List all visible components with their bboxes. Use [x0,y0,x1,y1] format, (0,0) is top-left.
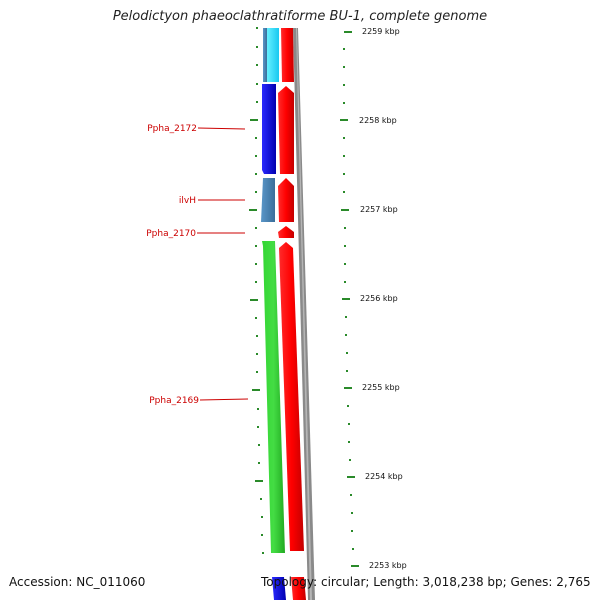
forward-strand-track [278,28,306,600]
scale-label: 2253 kbp [369,561,407,570]
scale-labels: 2259 kbp 2258 kbp 2257 kbp 2256 kbp 2255… [359,27,407,570]
cds-reverse-cyan[interactable] [267,28,279,82]
cds-reverse-green-Ppha_2169[interactable] [262,241,285,553]
cds-reverse-steel-ilvH[interactable] [261,178,275,222]
cds-forward-Ppha_2172[interactable] [278,86,294,174]
scale-label: 2258 kbp [359,116,397,125]
left-tick-marks [249,27,264,554]
gene-labels: Ppha_2172 ilvH Ppha_2170 Ppha_2169 [146,124,249,406]
cds-forward-ilvH[interactable] [278,178,294,222]
accession-text: Accession: NC_011060 [9,575,146,589]
gene-label-Ppha_2169[interactable]: Ppha_2169 [149,396,199,406]
scale-label: 2259 kbp [362,27,400,36]
scale-label: 2255 kbp [362,383,400,392]
scale-label: 2256 kbp [360,294,398,303]
map-title: Pelodictyon phaeoclathratiforme BU-1, co… [112,9,488,24]
cds-reverse-blue-bottom[interactable] [272,577,286,600]
scale-label: 2257 kbp [360,205,398,214]
genome-summary-text: Topology: circular; Length: 3,018,238 bp… [261,575,591,589]
backbone [293,28,315,600]
reverse-strand-track [261,28,286,600]
cds-forward-top[interactable] [281,28,294,82]
cds-reverse-steel-top[interactable] [263,28,267,82]
cds-forward-Ppha_2169[interactable] [279,242,304,551]
right-tick-marks [340,31,359,567]
gene-label-Ppha_2172[interactable]: Ppha_2172 [147,124,197,134]
cds-forward-Ppha_2170[interactable] [278,226,294,238]
gene-label-ilvH[interactable]: ilvH [179,196,196,206]
scale-label: 2254 kbp [365,472,403,481]
gene-label-Ppha_2170[interactable]: Ppha_2170 [146,229,196,239]
cds-forward-bottom[interactable] [291,577,306,600]
cds-reverse-blue-Ppha_2172[interactable] [262,84,276,174]
